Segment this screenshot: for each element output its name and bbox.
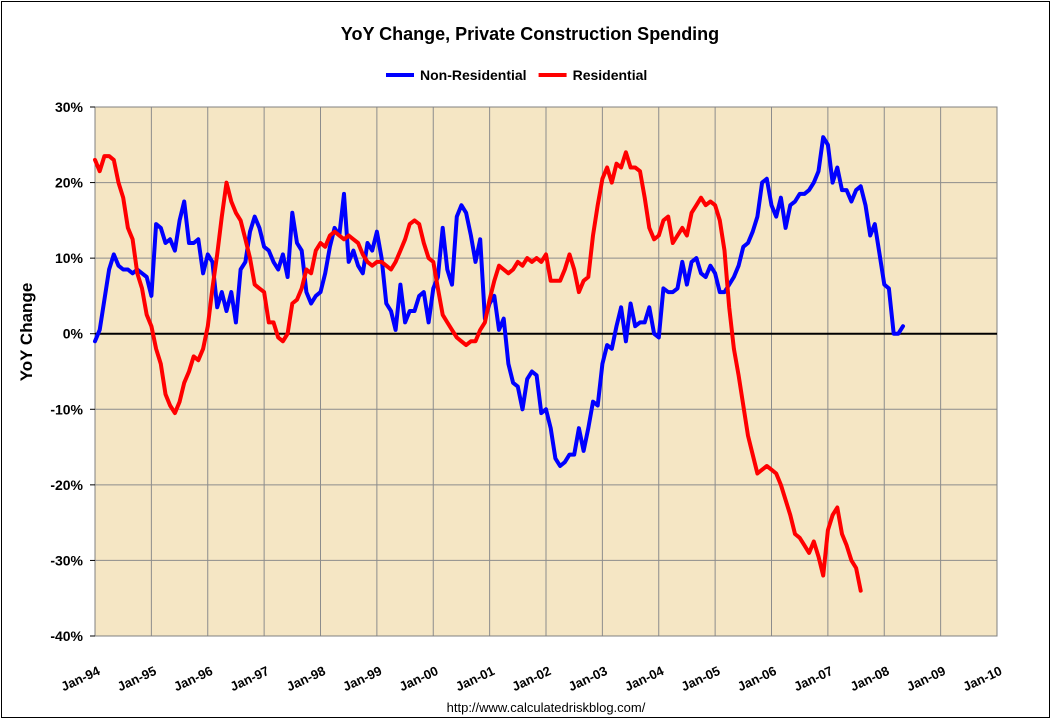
x-tick-label: Jan-98 — [284, 663, 328, 694]
x-tick-label: Jan-08 — [848, 663, 892, 694]
plot-border — [94, 106, 998, 637]
x-axis: Jan-94 Jan-95 Jan-96 Jan-97 Jan-98 Jan-99 Jan-… — [59, 663, 1005, 694]
x-tick-label: Jan-96 — [171, 663, 215, 694]
x-tick-label: Jan-94 — [59, 663, 103, 694]
legend-label-residential: Residential — [573, 67, 648, 83]
series-line-residential — [93, 150, 863, 593]
x-tick-label: Jan-09 — [904, 663, 948, 694]
legend-label-non-residential: Non-Residential — [420, 67, 527, 83]
series-group — [93, 135, 905, 593]
x-tick-label: Jan-95 — [115, 663, 159, 694]
y-tick-label: -10% — [50, 401, 83, 417]
y-axis-label: YoY Change — [17, 283, 36, 382]
x-tick-label: Jan-00 — [397, 663, 441, 694]
x-tick-label: Jan-97 — [228, 663, 272, 694]
x-tick-label: Jan-01 — [453, 663, 497, 694]
y-tick-label: 30% — [55, 99, 84, 115]
x-tick-label: Jan-07 — [791, 663, 835, 694]
x-tick-label: Jan-03 — [566, 663, 610, 694]
x-tick-label: Jan-10 — [961, 663, 1005, 694]
x-tick-label: Jan-02 — [510, 663, 554, 694]
y-tick-label: -20% — [50, 477, 83, 493]
x-tick-label: Jan-04 — [622, 663, 666, 694]
y-tick-label: -40% — [50, 628, 83, 644]
legend: Non-Residential Residential — [386, 67, 647, 83]
series-line-non-residential — [93, 135, 905, 468]
y-tick-label: 0% — [63, 326, 84, 342]
x-tick-label: Jan-05 — [679, 663, 723, 694]
y-axis: 30% 20% 10% 0% -10% -20% -30% -40% — [50, 99, 95, 644]
y-tick-label: -30% — [50, 552, 83, 568]
x-tick-label: Jan-99 — [340, 663, 384, 694]
chart-title: YoY Change, Private Construction Spendin… — [341, 24, 719, 44]
y-tick-label: 20% — [55, 175, 84, 191]
y-tick-label: 10% — [55, 250, 84, 266]
source-url: http://www.calculatedriskblog.com/ — [447, 700, 646, 715]
x-tick-label: Jan-06 — [735, 663, 779, 694]
